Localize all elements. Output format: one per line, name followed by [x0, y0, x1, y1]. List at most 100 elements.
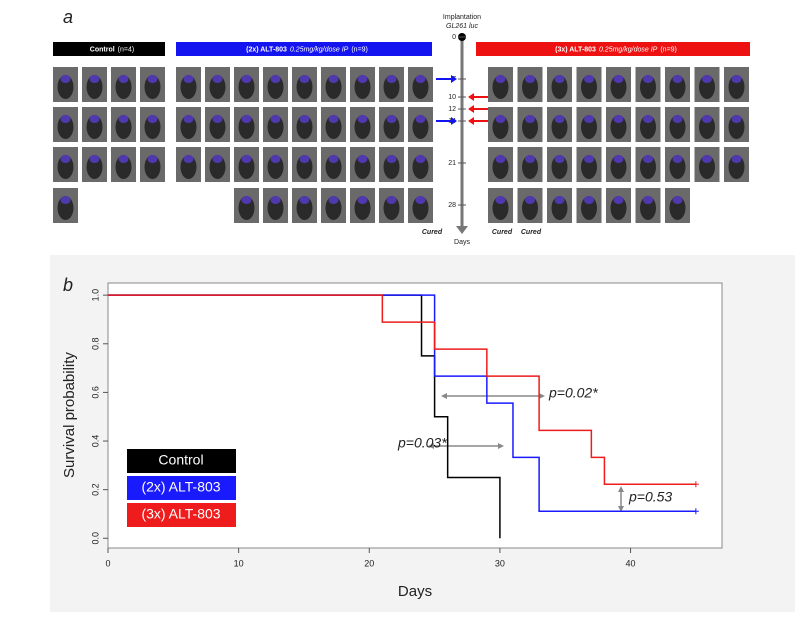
- luminescence: [584, 75, 594, 83]
- cell-line-label: GL261 luc: [446, 23, 478, 30]
- y-axis-label: Survival probability: [61, 352, 78, 478]
- group-name: (2x) ALT-803: [246, 46, 287, 53]
- luminescence: [613, 75, 624, 83]
- luminescence: [241, 75, 252, 83]
- luminescence: [299, 75, 310, 83]
- luminescence: [554, 155, 565, 163]
- luminescence: [415, 75, 426, 83]
- x-axis-label: Days: [398, 583, 432, 600]
- luminescence: [241, 196, 252, 204]
- panel-label: a: [63, 7, 73, 27]
- luminescence: [643, 75, 653, 83]
- luminescence: [270, 115, 281, 123]
- dose-arrowhead: [451, 117, 457, 125]
- censor-mark: [692, 481, 699, 488]
- timeline-label: Days: [454, 239, 470, 246]
- y-tick-label: 0.0: [90, 532, 100, 545]
- luminescence: [241, 155, 252, 163]
- luminescence: [731, 115, 742, 123]
- y-tick-label: 0.6: [90, 386, 100, 399]
- luminescence: [525, 196, 535, 204]
- luminescence: [328, 75, 339, 83]
- luminescence: [415, 115, 426, 123]
- luminescence: [495, 115, 506, 123]
- luminescence: [299, 115, 310, 123]
- group-header-label: (3x) ALT-803 0.25mg/kg/dose IP (n=9): [555, 46, 677, 53]
- luminescence: [212, 75, 223, 83]
- group-note: (n=9): [660, 46, 677, 53]
- luminescence: [60, 75, 71, 83]
- luminescence: [386, 75, 397, 83]
- luminescence: [357, 75, 368, 83]
- luminescence: [643, 155, 653, 163]
- luminescence: [554, 196, 565, 204]
- timeline-tick-label: 21: [448, 160, 456, 167]
- group-header: [53, 42, 165, 56]
- censor-mark: [692, 508, 699, 515]
- luminescence: [328, 115, 339, 123]
- group-header: [176, 42, 432, 56]
- group-note: (n=9): [351, 46, 368, 53]
- legend-box: [127, 503, 236, 527]
- group-dose: 0.25mg/kg/dose IP: [599, 46, 658, 53]
- luminescence: [212, 115, 223, 123]
- survival-curve: [108, 294, 696, 486]
- luminescence: [495, 155, 506, 163]
- luminescence: [357, 155, 368, 163]
- luminescence: [702, 75, 712, 83]
- timeline-tick-label: 10: [448, 94, 456, 101]
- luminescence: [584, 196, 594, 204]
- luminescence: [357, 115, 368, 123]
- luminescence: [702, 155, 712, 163]
- group-name: (3x) ALT-803: [555, 46, 596, 53]
- luminescence: [60, 115, 71, 123]
- legend-label: (2x) ALT-803: [141, 479, 220, 495]
- luminescence: [415, 196, 426, 204]
- luminescence: [147, 155, 158, 163]
- legend-box: [127, 476, 236, 500]
- x-tick-label: 10: [234, 558, 244, 568]
- legend-box: [127, 449, 236, 473]
- luminescence: [386, 155, 397, 163]
- luminescence: [672, 115, 683, 123]
- luminescence: [643, 196, 653, 204]
- luminescence: [584, 155, 594, 163]
- luminescence: [731, 155, 742, 163]
- luminescence: [584, 115, 594, 123]
- x-tick-label: 30: [495, 558, 505, 568]
- group-dose: 0.25mg/kg/dose IP: [290, 46, 349, 53]
- luminescence: [270, 75, 281, 83]
- legend-label: (3x) ALT-803: [141, 506, 220, 522]
- luminescence: [299, 196, 310, 204]
- luminescence: [212, 155, 223, 163]
- luminescence: [328, 155, 339, 163]
- group-note: (n=4): [118, 46, 135, 53]
- luminescence: [554, 75, 565, 83]
- timeline-tick-label: 12: [448, 106, 456, 113]
- luminescence: [270, 196, 281, 204]
- luminescence: [147, 75, 158, 83]
- x-tick-label: 20: [364, 558, 374, 568]
- dose-arrowhead: [468, 105, 474, 113]
- luminescence: [118, 155, 129, 163]
- luminescence: [386, 196, 397, 204]
- legend-label: Control: [158, 452, 203, 468]
- group-header-label: (2x) ALT-803 0.25mg/kg/dose IP (n=9): [246, 46, 368, 53]
- implantation-label: Implantation: [443, 14, 481, 21]
- p-value: p=0.03*: [397, 435, 447, 451]
- luminescence: [386, 115, 397, 123]
- cured-label: Cured: [521, 229, 542, 236]
- group-header: [476, 42, 750, 56]
- luminescence: [643, 115, 653, 123]
- cured-label: Cured: [422, 229, 443, 236]
- y-tick-label: 0.4: [90, 435, 100, 448]
- y-tick-label: 0.8: [90, 338, 100, 351]
- timeline-arrowhead: [456, 226, 468, 234]
- x-tick-label: 0: [105, 558, 110, 568]
- luminescence: [525, 75, 535, 83]
- luminescence: [672, 75, 683, 83]
- luminescence: [89, 75, 100, 83]
- luminescence: [613, 155, 624, 163]
- p-value: p=0.53: [628, 489, 672, 505]
- luminescence: [613, 115, 624, 123]
